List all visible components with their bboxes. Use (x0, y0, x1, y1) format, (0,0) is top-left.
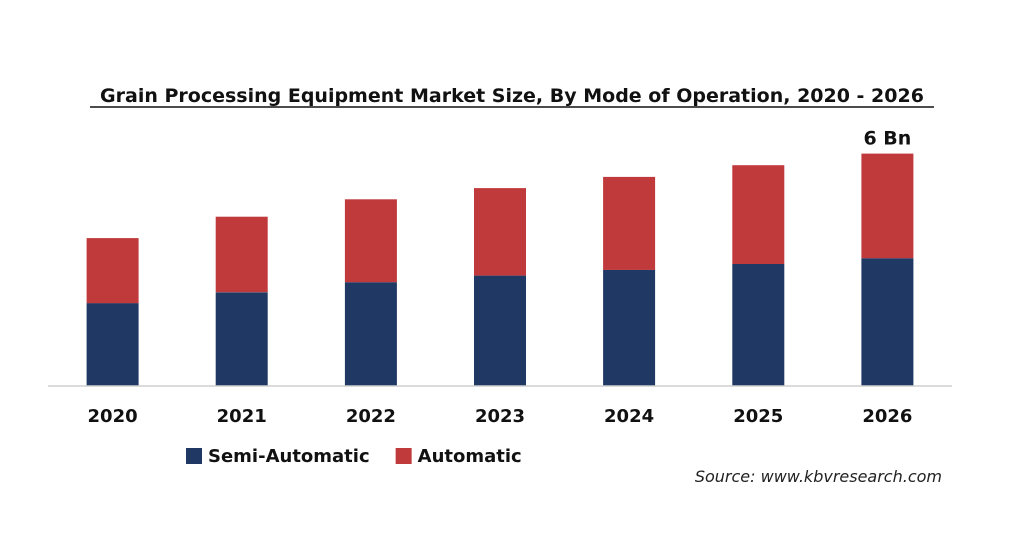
bars-layer (86, 153, 914, 386)
x-tick-label-2024: 2024 (604, 406, 654, 427)
bar-semi-automatic-2021 (215, 292, 268, 386)
x-tick-labels: 2020 2021 2022 2023 2024 2025 2026 (88, 406, 913, 427)
bar-semi-automatic-2023 (474, 275, 526, 386)
bar-semi-automatic-2024 (603, 269, 656, 386)
legend: Semi-Automatic Automatic (186, 446, 522, 467)
legend-label-automatic: Automatic (418, 446, 522, 467)
bar-automatic-2026 (861, 153, 914, 259)
x-tick-label-2020: 2020 (88, 406, 138, 427)
x-tick-label-2026: 2026 (862, 406, 912, 427)
legend-swatch-semi-automatic (186, 448, 202, 464)
legend-label-semi-automatic: Semi-Automatic (208, 446, 370, 467)
data-labels: 6 Bn (863, 128, 911, 150)
bar-semi-automatic-2026 (861, 258, 914, 386)
bar-automatic-2020 (86, 238, 139, 304)
bar-automatic-2025 (732, 165, 785, 264)
bar-automatic-2024 (603, 176, 656, 270)
chart-title: Grain Processing Equipment Market Size, … (100, 85, 924, 107)
legend-swatch-automatic (395, 448, 412, 464)
data-label-2026: 6 Bn (863, 128, 911, 150)
x-tick-label-2022: 2022 (346, 406, 396, 427)
bar-semi-automatic-2020 (86, 303, 139, 386)
x-tick-label-2021: 2021 (217, 406, 267, 427)
x-tick-label-2025: 2025 (733, 406, 783, 427)
source-note: Source: www.kbvresearch.com (695, 467, 942, 486)
bar-automatic-2022 (344, 199, 397, 283)
x-tick-label-2023: 2023 (475, 406, 525, 427)
bar-automatic-2021 (215, 216, 268, 293)
bar-automatic-2023 (474, 188, 526, 276)
bar-semi-automatic-2025 (732, 264, 785, 386)
bar-semi-automatic-2022 (344, 282, 397, 386)
